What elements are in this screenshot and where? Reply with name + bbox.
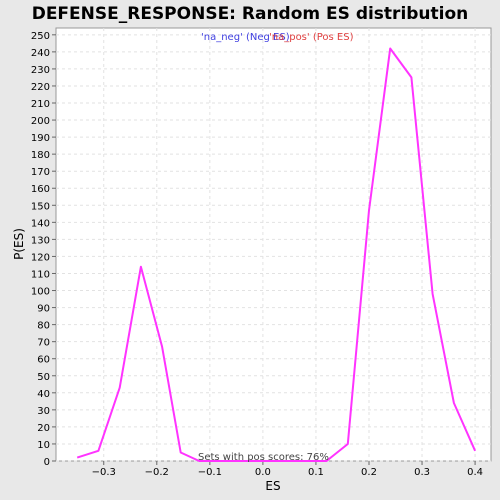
x-tick-label: 0.3 xyxy=(414,467,430,478)
y-axis-label: P(ES) xyxy=(12,228,26,260)
y-tick-label: 240 xyxy=(31,48,50,59)
x-axis-ticks: −0.3 −0.2 −0.1 0.0 0.1 0.2 0.3 0.4 xyxy=(92,461,483,478)
y-tick-label: 170 xyxy=(31,167,50,178)
chart-title: DEFENSE_RESPONSE: Random ES distribution xyxy=(32,4,469,24)
x-tick-label: 0.0 xyxy=(255,467,271,478)
y-tick-label: 200 xyxy=(31,116,50,127)
y-tick-label: 190 xyxy=(31,133,50,144)
y-tick-label: 30 xyxy=(37,406,50,417)
legend-entry-neg: 'na_neg' (Neg ES) xyxy=(201,32,290,43)
x-tick-label: −0.2 xyxy=(145,467,169,478)
y-axis-ticks: 0 10 20 30 40 50 60 70 80 90 100 110 120 130 140 150 160… xyxy=(31,31,56,468)
pos-scores-annotation: Sets with pos scores: 76% xyxy=(198,452,329,463)
y-tick-label: 130 xyxy=(31,235,50,246)
y-tick-label: 220 xyxy=(31,82,50,93)
y-tick-label: 100 xyxy=(31,287,50,298)
series-group xyxy=(76,47,477,462)
y-tick-label: 10 xyxy=(37,440,50,451)
y-tick-label: 50 xyxy=(37,372,50,383)
y-tick-label: 150 xyxy=(31,201,50,212)
x-tick-label: 0.4 xyxy=(467,467,483,478)
x-tick-label: 0.1 xyxy=(308,467,324,478)
y-tick-label: 180 xyxy=(31,150,50,161)
legend-entry-pos: 'na_pos' (Pos ES) xyxy=(269,32,354,43)
y-tick-label: 250 xyxy=(31,31,50,42)
y-tick-label: 80 xyxy=(37,321,50,332)
x-axis-label: ES xyxy=(265,479,280,493)
y-tick-label: 230 xyxy=(31,65,50,76)
y-tick-label: 0 xyxy=(44,457,50,468)
x-tick-label: −0.1 xyxy=(198,467,222,478)
y-tick-label: 20 xyxy=(37,423,50,434)
es-distribution-line xyxy=(76,47,477,462)
y-tick-label: 140 xyxy=(31,218,50,229)
grid-lines xyxy=(56,28,491,462)
y-tick-label: 60 xyxy=(37,355,50,366)
y-tick-label: 210 xyxy=(31,99,50,110)
y-tick-label: 90 xyxy=(37,304,50,315)
y-tick-label: 120 xyxy=(31,252,50,263)
x-tick-label: −0.3 xyxy=(92,467,116,478)
y-tick-label: 40 xyxy=(37,389,50,400)
x-tick-label: 0.2 xyxy=(361,467,377,478)
plot-area xyxy=(55,27,492,462)
y-tick-label: 70 xyxy=(37,338,50,349)
y-tick-label: 110 xyxy=(31,269,50,280)
y-tick-label: 160 xyxy=(31,184,50,195)
